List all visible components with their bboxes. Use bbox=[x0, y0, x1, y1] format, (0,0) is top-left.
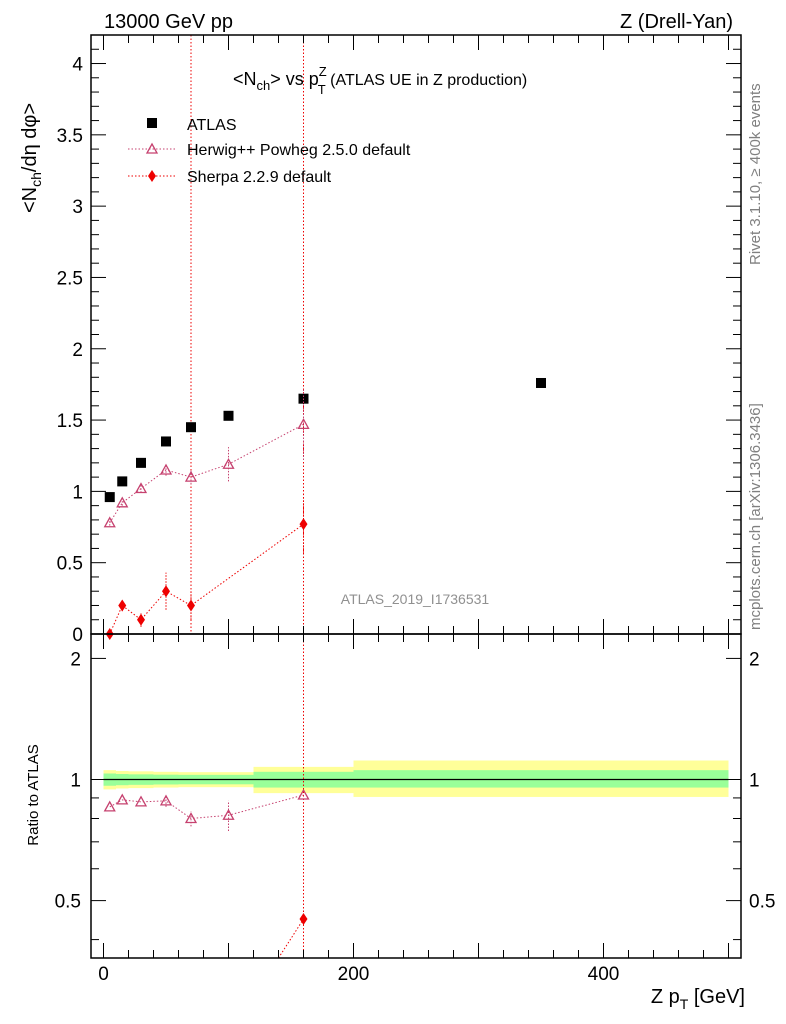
ratio-axes: 0.5 0.5 1 1 2 2 0 200 400 bbox=[55, 634, 775, 985]
x-tick-label: 200 bbox=[338, 964, 370, 985]
ratio-data-point bbox=[159, 794, 173, 806]
mcplots-label: mcplots.cern.ch [arXiv:1306.3436] bbox=[747, 403, 764, 630]
title-part2-sup: Z bbox=[319, 64, 327, 79]
rivet-version-label: Rivet 3.1.10, ≥ 400k events bbox=[747, 83, 764, 265]
data-point bbox=[186, 422, 196, 433]
ratio-data-point bbox=[222, 808, 235, 820]
title-part1-sub: ch bbox=[257, 78, 271, 93]
main-plot-area bbox=[103, 35, 546, 640]
series-1 bbox=[103, 388, 310, 528]
data-point bbox=[223, 410, 234, 421]
title-part2-sub: T bbox=[318, 82, 326, 97]
ratio-y-tick-label: 0.5 bbox=[55, 892, 81, 913]
data-point bbox=[162, 585, 170, 598]
legend-label-sherpa: Sherpa 2.2.9 default bbox=[187, 169, 332, 186]
data-point bbox=[134, 482, 148, 494]
legend-label-herwig: Herwig++ Powheg 2.5.0 default bbox=[187, 142, 411, 159]
data-point bbox=[299, 518, 308, 531]
ylabel-part1-sub: ch bbox=[28, 172, 44, 187]
data-point bbox=[103, 516, 116, 528]
xlabel-part1: Z p bbox=[651, 986, 680, 1008]
data-point bbox=[297, 418, 310, 429]
y-tick-label: 2 bbox=[72, 340, 83, 361]
main-y-axis-label: <Nch/dη dφ> bbox=[19, 103, 44, 213]
data-point bbox=[118, 599, 127, 612]
main-panel: 00.511.522.533.54 <Nch> vs pZ T (ATLAS UE… bbox=[19, 34, 742, 646]
legend: ATLAS Herwig++ Powheg 2.5.0 default Sher… bbox=[128, 117, 411, 186]
data-point bbox=[136, 457, 146, 468]
legend-marker-triangle bbox=[145, 142, 159, 154]
uncertainty-band-inner bbox=[353, 770, 729, 788]
ratio-data-point bbox=[103, 800, 116, 812]
series-line-1 bbox=[109, 423, 304, 524]
ratio-y-axis-label: Ratio to ATLAS bbox=[25, 744, 42, 845]
data-point bbox=[184, 470, 198, 482]
series-0 bbox=[104, 377, 546, 503]
data-point bbox=[137, 613, 145, 626]
ratio-series-line-1 bbox=[278, 918, 304, 959]
ratio-y-tick-label-right: 2 bbox=[749, 649, 760, 670]
data-point bbox=[116, 496, 129, 508]
ratio-series-line-0 bbox=[109, 794, 304, 820]
legend-entry-atlas: ATLAS bbox=[147, 117, 237, 134]
ratio-y-tick-label: 2 bbox=[70, 649, 81, 670]
data-point bbox=[104, 492, 115, 503]
x-tick-label: 400 bbox=[588, 964, 620, 985]
ratio-data-point bbox=[297, 788, 310, 800]
ratio-y-tick-label: 1 bbox=[70, 771, 81, 792]
legend-label-atlas: ATLAS bbox=[187, 117, 237, 134]
legend-entry-sherpa: Sherpa 2.2.9 default bbox=[128, 169, 332, 186]
ratio-frame bbox=[90, 633, 742, 959]
xlabel-part1-sub: T bbox=[680, 996, 689, 1012]
main-axes: 0 0.5 1 1.5 2 2.5 3 3.5 4 bbox=[57, 34, 741, 646]
x-tick-label: 0 bbox=[98, 964, 109, 985]
title-part2: > vs p bbox=[270, 69, 319, 89]
data-point bbox=[117, 476, 128, 487]
header-right: Z (Drell-Yan) bbox=[620, 11, 733, 33]
series-2 bbox=[105, 495, 308, 640]
data-point bbox=[536, 377, 546, 388]
ylabel-part1: <N bbox=[19, 187, 41, 213]
data-point bbox=[161, 436, 171, 447]
ratio-data-point bbox=[116, 793, 129, 805]
x-axis-label: Z pT [GeV] bbox=[651, 986, 745, 1012]
analysis-watermark: ATLAS_2019_I1736531 bbox=[341, 591, 490, 607]
header-left: 13000 GeV pp bbox=[104, 11, 233, 33]
data-point bbox=[187, 599, 195, 612]
y-tick-label: 3 bbox=[72, 197, 83, 218]
y-tick-label: 4 bbox=[72, 55, 83, 76]
series-line-2 bbox=[109, 523, 304, 635]
title-part1: <N bbox=[233, 69, 257, 89]
ratio-data-point bbox=[299, 913, 308, 926]
y-tick-label: 0 bbox=[72, 625, 83, 646]
legend-marker-diamond bbox=[148, 170, 156, 182]
legend-entry-herwig: Herwig++ Powheg 2.5.0 default bbox=[128, 142, 411, 159]
ratio-y-tick-label-right: 0.5 bbox=[749, 892, 775, 913]
y-tick-label: 1 bbox=[72, 482, 83, 503]
y-tick-label: 3.5 bbox=[57, 126, 83, 147]
ratio-series-1 bbox=[278, 913, 308, 959]
ratio-plot-area bbox=[103, 634, 729, 959]
ratio-y-tick-label-right: 1 bbox=[749, 771, 760, 792]
y-tick-label: 2.5 bbox=[57, 268, 83, 289]
legend-marker-square bbox=[147, 118, 157, 128]
data-point bbox=[222, 457, 235, 469]
y-tick-label: 0.5 bbox=[57, 554, 83, 575]
ratio-panel: 0.5 0.5 1 1 2 2 0 200 400 Ratio to ATLAS Z pT [G… bbox=[25, 633, 775, 1012]
xlabel-part2: [GeV] bbox=[688, 986, 745, 1008]
ratio-data-point bbox=[184, 812, 198, 824]
data-point bbox=[159, 463, 173, 475]
ylabel-part2: /dη dφ> bbox=[19, 103, 41, 172]
ratio-series-0 bbox=[103, 788, 310, 831]
y-tick-label: 1.5 bbox=[57, 411, 83, 432]
title-part3: (ATLAS UE in Z production) bbox=[326, 72, 528, 89]
plot-title: <Nch> vs pZ T (ATLAS UE in Z production) bbox=[233, 64, 527, 97]
ratio-data-point bbox=[134, 795, 148, 807]
